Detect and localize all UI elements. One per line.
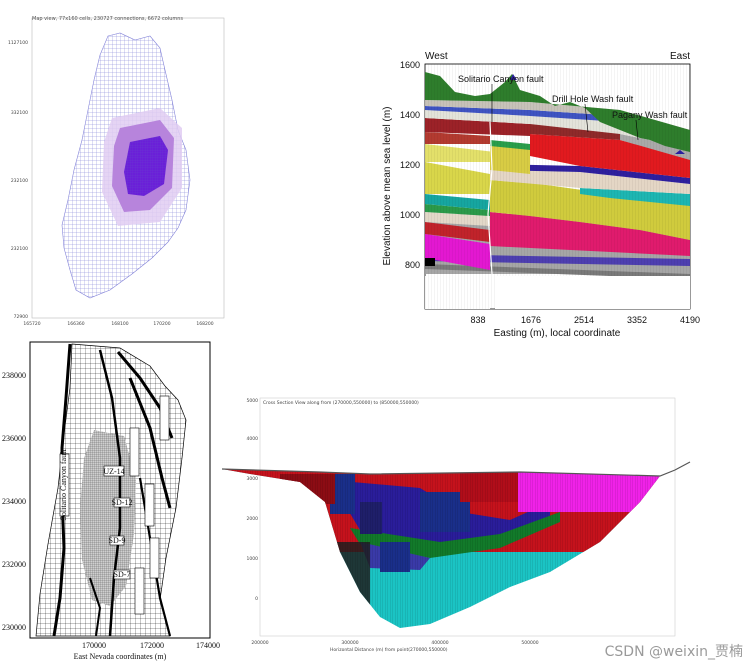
section-y-tick: 800: [405, 260, 420, 270]
fault-label-pagany: Pagany Wash fault: [612, 110, 688, 120]
section-x-tick: 838: [470, 315, 485, 325]
basin-x-ticks: 200000 300000 400000 500000: [251, 640, 538, 646]
geologic-section-panel: West East Solitario Canyon fault Drill H…: [382, 51, 700, 339]
basin-x-tick: 500000: [521, 640, 538, 646]
section-x-tick: 3352: [627, 315, 647, 325]
map-y-tick: 232100: [11, 178, 28, 184]
map-y-tick: 72900: [14, 314, 28, 320]
map-view-panel: Map view, 77x160 cells, 230727 connectio…: [8, 16, 225, 327]
grid-y-tick: 232000: [2, 560, 26, 569]
grid-y-tick: 234000: [2, 497, 26, 506]
map-y-tick: 1127100: [8, 40, 28, 46]
borehole-sd7: SD-7: [114, 570, 131, 579]
borehole-sd9: SD-9: [109, 536, 126, 545]
map-y-tick: 232100: [11, 246, 28, 252]
basin-title: Cross Section View along from (270000,55…: [263, 400, 419, 406]
grid-x-tick: 172000: [140, 641, 164, 650]
basin-y-tick: 5000: [247, 398, 259, 404]
fault-label-solitario: Solitario Canyon fault: [458, 74, 544, 84]
section-x-tick: 4190: [680, 315, 700, 325]
grid-x-tick: 174000: [196, 641, 220, 650]
section-strata: [425, 64, 690, 309]
section-y-ticks: 1600 1400 1200 1000 800: [400, 60, 420, 270]
grid-y-tick: 230000: [2, 623, 26, 632]
basin-y-tick: 2000: [247, 516, 259, 522]
section-ylabel: Elevation above mean sea level (m): [382, 107, 393, 266]
section-x-tick: 1676: [521, 315, 541, 325]
map-x-tick: 168200: [196, 321, 213, 327]
basin-y-ticks: 5000 4000 3000 2000 1000 0: [247, 398, 259, 602]
basin-y-tick: 3000: [247, 476, 259, 482]
map-y-tick: 332100: [11, 110, 28, 116]
basin-x-tick: 200000: [251, 640, 268, 646]
basin-top-surface: [221, 461, 691, 477]
basin-xlabel: Horizontal Distance (m) from point(27000…: [330, 647, 448, 653]
map-x-ticks: 165720 166360 168100 170200 168200: [23, 321, 213, 327]
map-x-tick: 168100: [111, 321, 128, 327]
grid-y-tick: 236000: [2, 434, 26, 443]
map-x-tick: 166360: [67, 321, 84, 327]
section-x-ticks: 838 1676 2514 3352 4190: [470, 315, 700, 325]
grid-y-ticks: 238000 236000 234000 232000 230000: [2, 371, 26, 632]
grid-x-tick: 170000: [82, 641, 106, 650]
fault-label-drill-hole: Drill Hole Wash fault: [552, 94, 634, 104]
borehole-sd12: SD-12: [112, 498, 133, 507]
map-x-tick: 170200: [153, 321, 170, 327]
basin-x-tick: 400000: [431, 640, 448, 646]
section-y-tick: 1000: [400, 210, 420, 220]
section-x-tick: 2514: [574, 315, 594, 325]
basin-cross-section-panel: Cross Section View along from (270000,55…: [221, 397, 691, 653]
grid-fault-label-boxes: [59, 395, 170, 615]
section-y-tick: 1200: [400, 160, 420, 170]
section-y-tick: 1600: [400, 60, 420, 70]
csdn-watermark: CSDN @weixin_贾楠: [604, 644, 743, 660]
grid-xlabel: East Nevada coordinates (m): [74, 652, 167, 661]
section-xlabel: Easting (m), local coordinate: [494, 328, 621, 339]
fault-grid-panel: Solitario Canyon fault UZ-14 SD-12 SD-9 …: [2, 341, 220, 661]
section-west-label: West: [425, 51, 448, 62]
map-x-tick: 165720: [23, 321, 40, 327]
map-y-ticks: 1127100 332100 232100 232100 72900: [8, 40, 28, 320]
basin-x-tick: 300000: [341, 640, 358, 646]
section-east-label: East: [670, 51, 690, 62]
section-y-tick: 1400: [400, 110, 420, 120]
grid-x-ticks: 170000 172000 174000: [82, 641, 220, 650]
basin-y-tick: 1000: [247, 556, 259, 562]
grid-label-solitario: Solitario Canyon fault: [59, 449, 68, 521]
basin-y-tick: 0: [255, 596, 258, 602]
grid-y-tick: 238000: [2, 371, 26, 380]
map-header: Map view, 77x160 cells, 230727 connectio…: [32, 16, 183, 22]
borehole-uz14: UZ-14: [103, 467, 124, 476]
basin-y-tick: 4000: [247, 436, 259, 442]
